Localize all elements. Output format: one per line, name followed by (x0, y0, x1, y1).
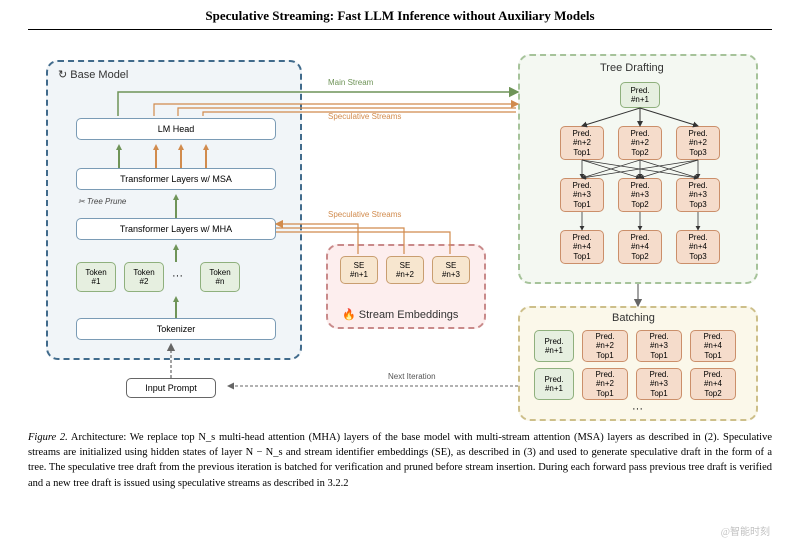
batching-ellipsis: ··· (632, 403, 643, 415)
tree-prune-label: ✂ Tree Prune (78, 197, 126, 206)
tokenizer-block: Tokenizer (76, 318, 276, 340)
input-prompt-box: Input Prompt (126, 378, 216, 398)
se-3: SE #n+3 (432, 256, 470, 284)
cycle-icon: ↻ (58, 69, 67, 81)
token-1: Token #1 (76, 262, 116, 292)
se-1: SE #n+1 (340, 256, 378, 284)
tree-title: Tree Drafting (600, 62, 664, 74)
lm-head-block: LM Head (76, 118, 276, 140)
batching-panel: Batching Pred. #n+1 Pred. #n+2 Top1 Pred… (518, 306, 758, 421)
tree-r2-0: Pred. #n+2 Top1 (560, 126, 604, 160)
figure-number: Figure 2. (28, 432, 68, 443)
msa-block: Transformer Layers w/ MSA (76, 168, 276, 190)
batch-r1-0: Pred. #n+1 (534, 330, 574, 362)
batch-r1-1: Pred. #n+2 Top1 (582, 330, 628, 362)
stream-embeddings-panel: SE #n+1 SE #n+2 SE #n+3 🔥 Stream Embeddi… (326, 244, 486, 329)
paper-title: Speculative Streaming: Fast LLM Inferenc… (28, 0, 772, 30)
tree-r2-2: Pred. #n+2 Top3 (676, 126, 720, 160)
batch-r2-1: Pred. #n+2 Top1 (582, 368, 628, 400)
main-stream-label: Main Stream (328, 78, 373, 87)
tree-r4-1: Pred. #n+4 Top2 (618, 230, 662, 264)
spec-streams-label-mid: Speculative Streams (328, 210, 401, 219)
next-iteration-label: Next Iteration (388, 372, 436, 381)
mha-block: Transformer Layers w/ MHA (76, 218, 276, 240)
token-n: Token #n (200, 262, 240, 292)
tree-root: Pred. #n+1 (620, 82, 660, 108)
spec-streams-label-top: Speculative Streams (328, 112, 401, 121)
batch-r2-2: Pred. #n+3 Top1 (636, 368, 682, 400)
tree-r3-0: Pred. #n+3 Top1 (560, 178, 604, 212)
token-2: Token #2 (124, 262, 164, 292)
architecture-figure: ↻ Base Model LM Head Transformer Layers … (28, 54, 772, 424)
figure-caption: Figure 2. Architecture: We replace top N… (28, 430, 772, 491)
tree-r4-0: Pred. #n+4 Top1 (560, 230, 604, 264)
batch-r1-3: Pred. #n+4 Top1 (690, 330, 736, 362)
stream-embeddings-title: 🔥 Stream Embeddings (342, 308, 458, 321)
batch-r1-2: Pred. #n+3 Top1 (636, 330, 682, 362)
tree-r3-1: Pred. #n+3 Top2 (618, 178, 662, 212)
batch-r2-3: Pred. #n+4 Top2 (690, 368, 736, 400)
se-2: SE #n+2 (386, 256, 424, 284)
batch-r2-0: Pred. #n+1 (534, 368, 574, 400)
watermark: @智能时刻 (721, 523, 770, 538)
base-model-title: ↻ Base Model (58, 68, 128, 81)
flame-icon: 🔥 (342, 309, 356, 321)
caption-text: Architecture: We replace top N_s multi-h… (28, 432, 772, 489)
base-model-panel: ↻ Base Model LM Head Transformer Layers … (46, 60, 302, 360)
tree-drafting-panel: Tree Drafting Pred. #n+1 Pred. #n+2 Top1… (518, 54, 758, 284)
tree-r4-2: Pred. #n+4 Top3 (676, 230, 720, 264)
tree-r2-1: Pred. #n+2 Top2 (618, 126, 662, 160)
token-ellipsis: ··· (172, 270, 183, 282)
batching-title: Batching (612, 312, 655, 324)
tree-r3-2: Pred. #n+3 Top3 (676, 178, 720, 212)
